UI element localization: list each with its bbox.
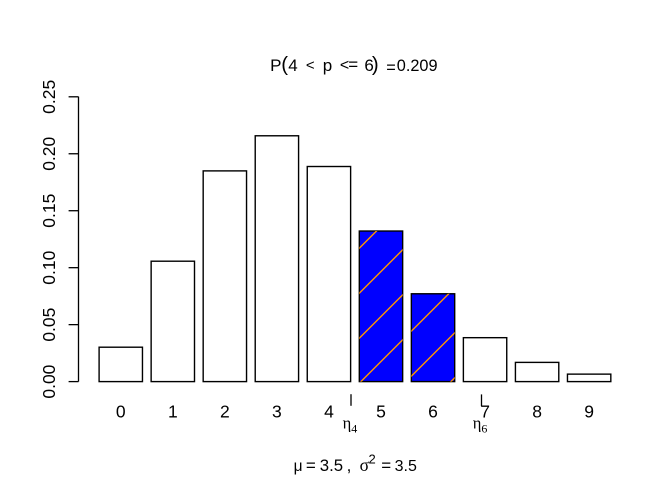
svg-text:μ: μ <box>294 458 303 475</box>
svg-text:3.5: 3.5 <box>395 458 417 475</box>
svg-text:0.00: 0.00 <box>39 364 59 398</box>
svg-text:p: p <box>323 56 332 75</box>
svg-text:,: , <box>347 456 352 475</box>
svg-text:0.20: 0.20 <box>39 136 59 170</box>
svg-text:4: 4 <box>324 401 334 421</box>
svg-text:6: 6 <box>364 56 373 75</box>
svg-text:7: 7 <box>480 401 490 421</box>
svg-text:6: 6 <box>428 401 438 421</box>
svg-text:P: P <box>270 56 281 75</box>
svg-text:(: ( <box>281 54 288 76</box>
svg-text:=: = <box>306 456 316 475</box>
svg-text:0.15: 0.15 <box>39 194 59 228</box>
svg-text:4: 4 <box>288 56 297 75</box>
svg-text:): ) <box>372 54 379 76</box>
svg-text:9: 9 <box>584 401 594 421</box>
svg-text:<: < <box>340 57 349 74</box>
svg-text:0: 0 <box>116 401 126 421</box>
svg-text:2: 2 <box>369 452 376 467</box>
svg-text:=: = <box>348 55 358 74</box>
svg-text:3.5: 3.5 <box>320 456 343 475</box>
svg-text:0.10: 0.10 <box>39 250 59 284</box>
svg-text:=: = <box>386 59 396 77</box>
svg-text:σ: σ <box>360 455 370 475</box>
svg-text:=: = <box>381 456 391 475</box>
svg-text:0.209: 0.209 <box>397 57 438 75</box>
svg-text:0.05: 0.05 <box>39 308 59 342</box>
svg-text:3: 3 <box>272 401 282 421</box>
svg-text:0.25: 0.25 <box>39 80 59 114</box>
svg-text:2: 2 <box>220 401 230 421</box>
svg-text:5: 5 <box>376 401 386 421</box>
svg-text:8: 8 <box>532 401 542 421</box>
svg-text:1: 1 <box>168 401 178 421</box>
svg-text:<: < <box>306 57 315 74</box>
